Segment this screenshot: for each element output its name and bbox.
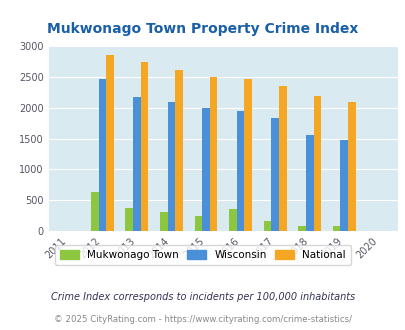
Bar [209,77,217,231]
Bar [91,192,98,231]
Bar [271,118,278,231]
Legend: Mukwonago Town, Wisconsin, National: Mukwonago Town, Wisconsin, National [55,245,350,265]
Bar [263,221,271,231]
Bar [106,55,113,231]
Text: © 2025 CityRating.com - https://www.cityrating.com/crime-statistics/: © 2025 CityRating.com - https://www.city… [54,315,351,324]
Bar [125,208,133,231]
Text: Mukwonago Town Property Crime Index: Mukwonago Town Property Crime Index [47,22,358,36]
Bar [202,109,209,231]
Bar [194,216,202,231]
Bar [278,85,286,231]
Bar [298,226,305,231]
Bar [140,62,148,231]
Bar [175,70,182,231]
Bar [236,111,244,231]
Bar [313,96,320,231]
Bar [133,97,140,231]
Bar [305,135,313,231]
Bar [244,79,252,231]
Text: Crime Index corresponds to incidents per 100,000 inhabitants: Crime Index corresponds to incidents per… [51,292,354,302]
Bar [228,210,236,231]
Bar [98,79,106,231]
Bar [340,140,347,231]
Bar [347,102,355,231]
Bar [160,212,167,231]
Bar [167,102,175,231]
Bar [332,226,340,231]
